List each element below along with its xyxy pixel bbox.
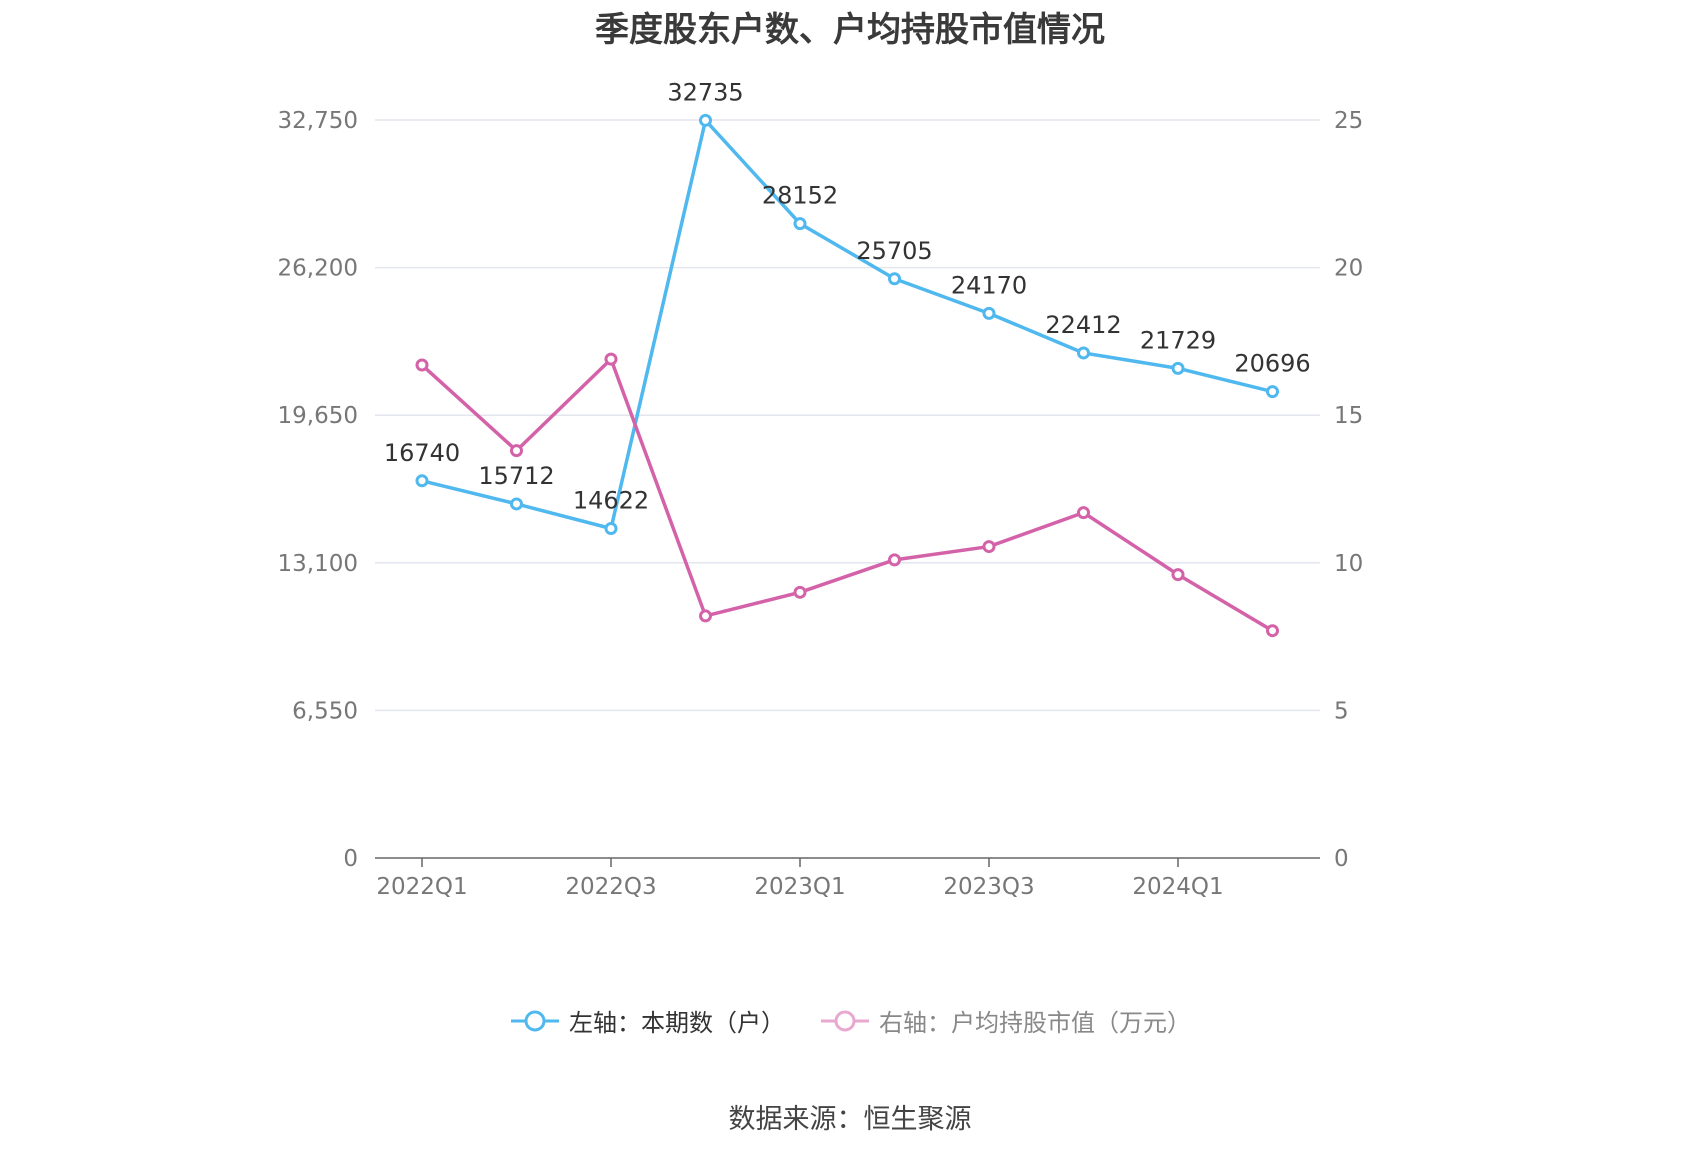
series-0-point-5 [888,272,901,286]
series-0-point-7 [1077,346,1090,360]
y-left-tick-label: 32,750 [278,108,358,134]
line-chart: 0 0 6,550 5 13,100 10 19,650 15 26,200 20 32,750 25… [278,78,1364,900]
series-0-point-6 [982,306,996,320]
y-left-tick-label: 19,650 [278,403,358,429]
y-right-tick-label: 20 [1334,256,1363,282]
y-right-tick-label: 10 [1334,551,1363,577]
y-right-tick-label: 25 [1334,108,1363,134]
data-label: 16740 [384,439,460,467]
series-0-point-2 [604,522,618,536]
series-line-1 [420,357,1274,633]
data-label: 22412 [1045,311,1121,339]
series-1-point-6 [982,540,996,554]
series-1-point-4 [793,585,807,599]
data-label: 14622 [573,487,649,515]
y-left-tick-label: 26,200 [278,256,358,282]
x-tick-label: 2023Q1 [754,874,845,900]
series-0-point-3 [699,113,712,127]
x-tick-label: 2022Q1 [376,874,467,900]
series-0-point-0 [415,474,429,488]
series-line-0 [421,118,1273,531]
data-label: 25705 [856,237,932,265]
legend-label-households: 左轴：本期数（户） [569,1009,785,1037]
series-1-point-7 [1077,506,1090,520]
x-tick-label: 2023Q3 [943,874,1034,900]
y-left-tick-label: 6,550 [292,698,358,724]
series-1-point-2 [604,352,618,366]
series-1-point-5 [888,553,901,567]
series-0-point-9 [1266,385,1279,399]
series-0-point-4 [793,217,807,231]
x-tick-label: 2024Q1 [1132,874,1223,900]
data-label: 32735 [667,78,743,106]
y-left-tick-label: 0 [343,846,358,872]
y-right-tick-label: 0 [1334,846,1349,872]
y-left-tick-label: 13,100 [278,551,358,577]
data-label: 15712 [478,462,554,490]
series-0-point-8 [1171,361,1185,375]
y-right-tick-label: 15 [1334,403,1363,429]
series-1-point-9 [1266,624,1279,638]
chart-title: 季度股东户数、户均持股市值情况 [595,10,1105,50]
series-1-point-3 [699,609,712,623]
series-1-point-8 [1171,568,1185,582]
data-source-note: 数据来源：恒生聚源 [728,1104,972,1135]
data-label: 28152 [762,182,838,210]
x-tick-label: 2022Q3 [565,874,656,900]
series-1-point-0 [415,358,429,372]
series-0-point-1 [510,497,523,511]
legend-line-icon-households [511,1010,559,1031]
series-1-point-1 [510,444,523,458]
data-label: 24170 [951,271,1027,299]
data-label: 20696 [1234,350,1310,378]
legend-item-households[interactable]: 左轴：本期数（户） [509,1003,785,1038]
data-label: 21729 [1140,326,1216,354]
y-right-tick-label: 5 [1334,698,1349,724]
legend-item-market-value[interactable]: 右轴：户均持股市值（万元） [819,1003,1191,1038]
chart-legend: 左轴：本期数（户） 右轴：户均持股市值（万元） [0,1003,1700,1038]
legend-line-icon-market-value [821,1010,869,1031]
legend-label-market-value: 右轴：户均持股市值（万元） [879,1009,1191,1037]
